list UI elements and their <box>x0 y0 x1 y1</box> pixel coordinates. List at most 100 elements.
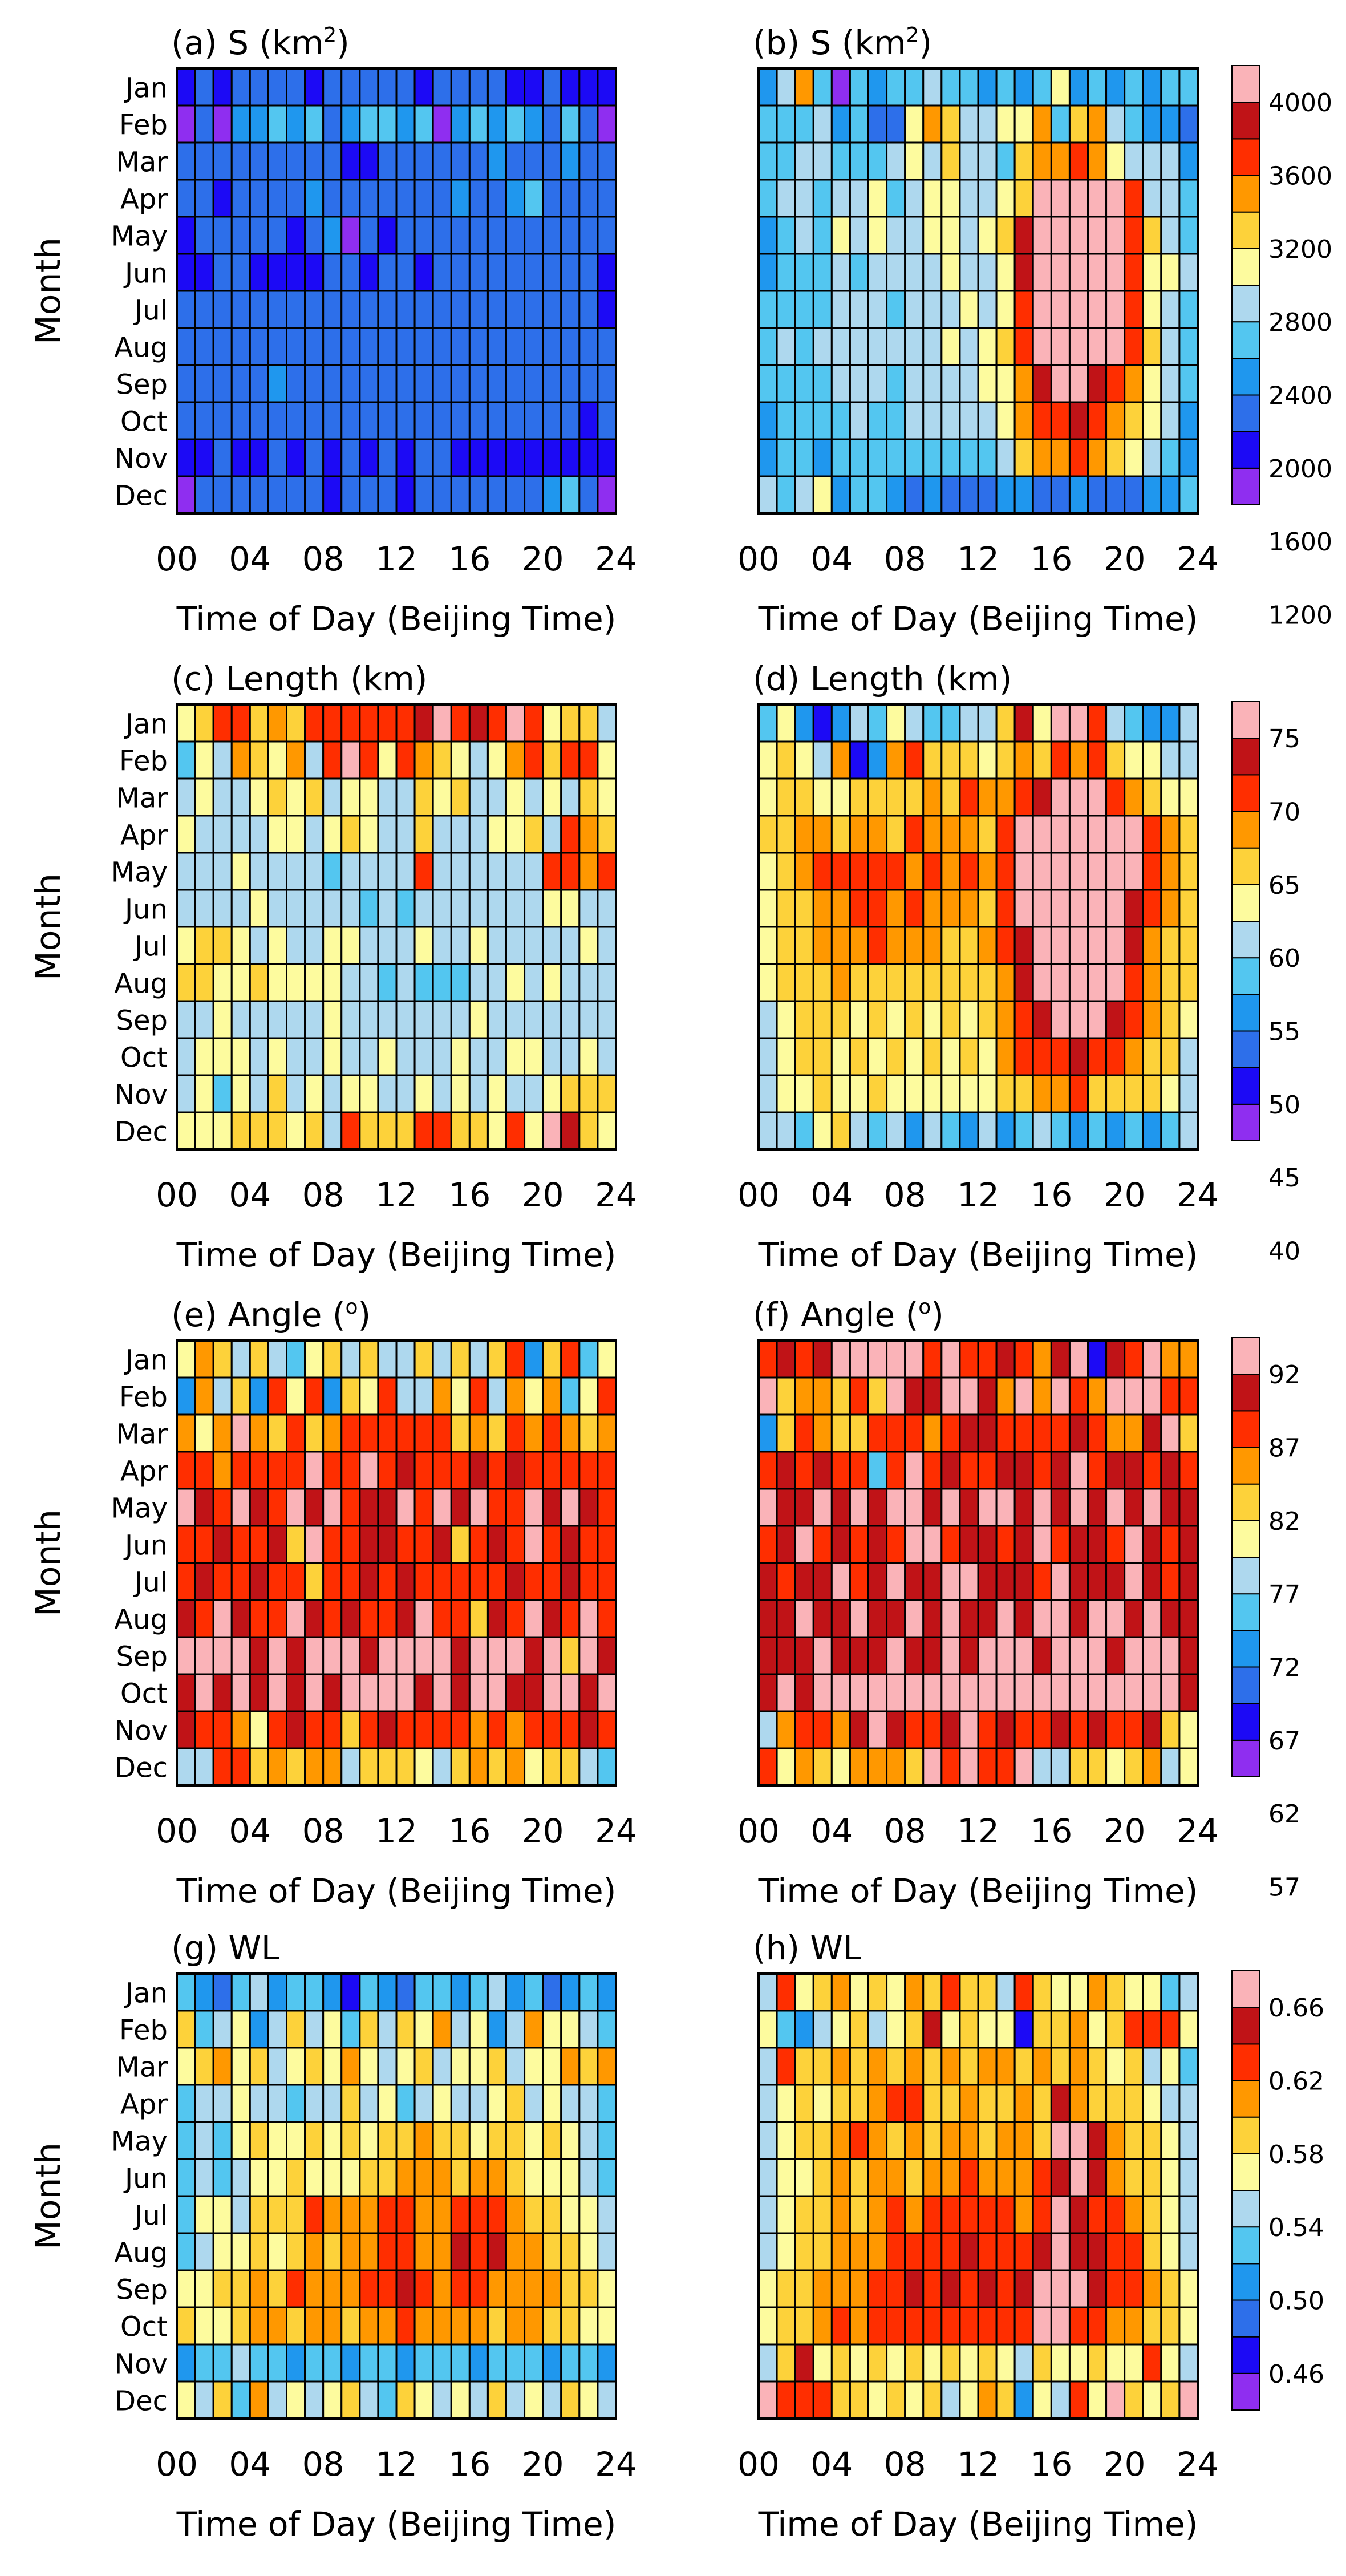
heatmap-cell <box>940 1111 961 1151</box>
heatmap-cell <box>904 2343 925 2383</box>
heatmap-cell <box>578 2121 599 2160</box>
heatmap-cell <box>505 327 526 366</box>
heatmap-cell <box>267 2269 288 2308</box>
heatmap-cell <box>940 1413 961 1453</box>
heatmap-cell <box>194 290 214 329</box>
heatmap-cell <box>995 2158 1016 2197</box>
heatmap-cell <box>486 401 507 440</box>
heatmap-cell <box>904 889 925 928</box>
heatmap-cell <box>830 963 851 1002</box>
heatmap-cell <box>304 104 325 144</box>
heatmap-cell <box>1105 1000 1126 1039</box>
heatmap-cell <box>542 290 562 329</box>
heatmap-cell <box>849 1451 870 1490</box>
heatmap-cell <box>922 67 943 107</box>
heatmap-cell <box>413 2343 434 2383</box>
heatmap-cell <box>413 815 434 854</box>
heatmap-cell <box>1160 777 1181 817</box>
heatmap-cell <box>757 67 778 107</box>
heatmap-cell <box>505 2380 526 2420</box>
heatmap-cell <box>578 438 599 477</box>
heatmap-cell <box>377 327 398 366</box>
heatmap-cell <box>794 179 814 218</box>
heatmap-cell <box>922 327 943 366</box>
heatmap-cell <box>886 1037 906 1076</box>
heatmap-cell <box>1105 1747 1126 1787</box>
panel-title-main: (h) WL <box>753 1929 861 1967</box>
heatmap-cell <box>230 216 251 255</box>
heatmap-cell <box>1178 740 1199 780</box>
heatmap-cell <box>1142 703 1162 743</box>
heatmap-cell <box>542 2010 562 2049</box>
heatmap-cell <box>867 253 888 292</box>
heatmap-cell <box>395 740 416 780</box>
heatmap-cell <box>322 2158 343 2197</box>
heatmap-cell <box>812 889 833 928</box>
heatmap-cell <box>922 1488 943 1527</box>
heatmap-cell <box>886 1562 906 1601</box>
heatmap-cell <box>176 104 196 144</box>
month-tick-label: Sep <box>116 1005 168 1037</box>
heatmap-cell <box>194 2010 214 2049</box>
heatmap-cell <box>542 1111 562 1151</box>
heatmap-cell <box>1160 1562 1181 1601</box>
heatmap-cell <box>757 2121 778 2160</box>
heatmap-cell <box>322 1636 343 1675</box>
heatmap-cell <box>359 1747 379 1787</box>
heatmap-cell <box>940 963 961 1002</box>
heatmap-cell <box>886 1451 906 1490</box>
heatmap-cell <box>286 253 306 292</box>
heatmap-cell <box>830 1413 851 1453</box>
heatmap-cell <box>377 1710 398 1749</box>
heatmap-cell <box>542 777 562 817</box>
heatmap-cell <box>322 253 343 292</box>
heatmap-cell <box>597 1562 617 1601</box>
heatmap-cell <box>524 2269 544 2308</box>
heatmap-cell <box>867 1413 888 1453</box>
heatmap-cell <box>776 1339 796 1379</box>
heatmap-cell <box>542 2047 562 2086</box>
month-tick-label: Mar <box>116 147 168 179</box>
heatmap-cell <box>757 1488 778 1527</box>
heatmap-cell <box>1142 2010 1162 2049</box>
heatmap-cell <box>940 253 961 292</box>
panel-title: (a) S (km2) <box>171 23 350 62</box>
heatmap-cell <box>1068 1562 1089 1601</box>
heatmap-cell <box>886 1525 906 1564</box>
heatmap-cell <box>1124 475 1144 515</box>
heatmap-cell <box>812 2306 833 2346</box>
heatmap-cell <box>849 1562 870 1601</box>
heatmap-cell <box>977 2010 998 2049</box>
heatmap-cell <box>1087 1339 1108 1379</box>
heatmap-cell <box>230 104 251 144</box>
heatmap-cell <box>886 926 906 965</box>
heatmap-cell <box>794 2121 814 2160</box>
heatmap-cell <box>922 1747 943 1787</box>
heatmap-cell <box>524 1562 544 1601</box>
heatmap-cell <box>1160 1488 1181 1527</box>
heatmap-cell <box>1068 815 1089 854</box>
heatmap-cell <box>212 1562 233 1601</box>
heatmap-cell <box>560 815 581 854</box>
heatmap-cell <box>904 2158 925 2197</box>
heatmap-cell <box>432 2269 452 2308</box>
heatmap-cell <box>1013 2195 1034 2234</box>
heatmap-cell <box>377 2269 398 2308</box>
heatmap-cell <box>468 364 489 403</box>
heatmap-cell <box>377 364 398 403</box>
heatmap-cell <box>249 1074 269 1113</box>
heatmap-cells <box>757 1339 1199 1787</box>
heatmap-cell <box>1087 1000 1108 1039</box>
colorbar-tick-label: 45 <box>1268 1164 1300 1193</box>
heatmap-cell <box>1013 1376 1034 1416</box>
heatmap-cell <box>267 253 288 292</box>
heatmap-cell <box>377 141 398 181</box>
heatmap-cell <box>413 2232 434 2271</box>
heatmap-cell <box>194 475 214 515</box>
heatmap-cell <box>812 703 833 743</box>
y-axis-label: Month <box>29 1509 68 1617</box>
heatmap-cell <box>1142 852 1162 891</box>
heatmap-cell <box>176 216 196 255</box>
heatmap-cell <box>867 1339 888 1379</box>
heatmap-cell <box>560 1525 581 1564</box>
